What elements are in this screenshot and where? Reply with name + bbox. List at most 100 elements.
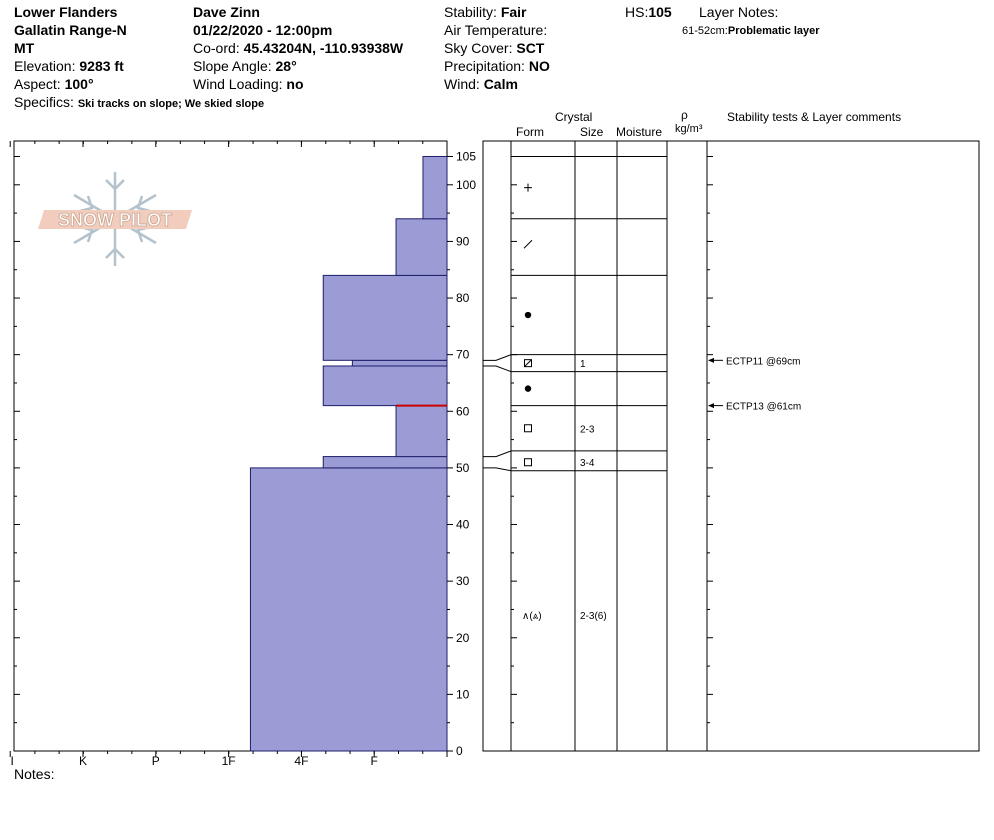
wind-label: Wind: bbox=[444, 76, 484, 92]
boundary-connector bbox=[483, 467, 512, 472]
boundary-connector bbox=[483, 354, 512, 361]
layer-bar bbox=[422, 155, 448, 220]
aspect-value: 100° bbox=[64, 76, 94, 92]
faceted-crystal-icon bbox=[524, 458, 532, 467]
precipitation: Precipitation: NO bbox=[444, 57, 550, 75]
slope-value: 28° bbox=[275, 58, 297, 74]
wind-loading: Wind Loading: no bbox=[193, 75, 304, 93]
range-name: Gallatin Range-N bbox=[14, 22, 127, 38]
layer-notes-label: Layer Notes: bbox=[699, 4, 779, 20]
specifics-value: Ski tracks on slope; We skied slope bbox=[77, 98, 265, 110]
hardness-tick-label: F bbox=[371, 754, 378, 768]
depth-hoar-icon: ∧(⩓) bbox=[522, 611, 542, 622]
height-tick-label: 60 bbox=[456, 404, 470, 418]
moisture-header: Moisture bbox=[616, 125, 663, 139]
layer-bar bbox=[395, 405, 448, 458]
density-unit: kg/m³ bbox=[675, 123, 703, 135]
crystal-table: 1 2-3 3-4 ∧(⩓) 2-3(6) ECTP11 @69cm ECTP13 @61c… bbox=[482, 140, 980, 752]
form-header: Form bbox=[516, 125, 544, 139]
crystal-header: Crystal bbox=[555, 110, 593, 124]
coord-label: Co-ord: bbox=[193, 40, 244, 56]
height-tick-label: 0 bbox=[456, 744, 463, 758]
height-tick-label: 10 bbox=[456, 687, 470, 701]
coordinates: Co-ord: 45.43204N, -110.93938W bbox=[193, 39, 403, 57]
height-tick-label: 50 bbox=[456, 461, 470, 475]
notes-label: Notes: bbox=[14, 766, 55, 782]
sky-label: Sky Cover: bbox=[444, 40, 517, 56]
layer-bar bbox=[322, 365, 448, 407]
aspect: Aspect: 100° bbox=[14, 75, 94, 93]
wind-loading-label: Wind Loading: bbox=[193, 76, 287, 92]
height-tick-label: 80 bbox=[456, 291, 470, 305]
logo-text: SNOW PILOT bbox=[58, 210, 172, 230]
air-temperature: Air Temperature: bbox=[444, 22, 548, 38]
elevation-value: 9283 ft bbox=[79, 58, 124, 74]
snowpilot-logo: SNOW PILOT bbox=[38, 172, 192, 266]
rounded-grain-icon bbox=[524, 311, 532, 319]
sky-value: SCT bbox=[516, 40, 545, 56]
crystal-size-label: 3-4 bbox=[580, 458, 595, 469]
layer-bar bbox=[395, 218, 448, 276]
boundary-connector bbox=[483, 450, 512, 458]
height-tick-label: 40 bbox=[456, 518, 470, 532]
hs-label: HS: bbox=[625, 4, 649, 20]
hardness-tick-label: 4F bbox=[294, 754, 308, 768]
layer-note: 61-52cm:Problematic layer bbox=[682, 22, 820, 40]
specifics: Specifics: Ski tracks on slope; We skied… bbox=[14, 93, 264, 113]
specifics-label: Specifics: bbox=[14, 94, 78, 110]
height-tick-label: 70 bbox=[456, 348, 470, 362]
snow-height: HS:105 bbox=[625, 3, 672, 21]
observation-datetime: 01/22/2020 - 12:00pm bbox=[193, 22, 333, 38]
height-tick-label: 20 bbox=[456, 631, 470, 645]
crystal-size-label: 1 bbox=[580, 359, 586, 370]
sky-cover: Sky Cover: SCT bbox=[444, 39, 544, 57]
faceted-crystal-icon bbox=[524, 424, 532, 433]
stability-label: Stability: bbox=[444, 4, 501, 20]
faceted-rounded-icon bbox=[524, 359, 532, 368]
height-axis: 0 10 20 30 40 50 60 70 80 90 100 105 bbox=[456, 149, 476, 758]
hardness-tick-label: I bbox=[11, 754, 14, 768]
precip-value: NO bbox=[528, 58, 550, 74]
height-tick-label: 90 bbox=[456, 234, 470, 248]
coord-value: 45.43204N, -110.93938W bbox=[243, 40, 404, 56]
density-symbol: ρ bbox=[681, 108, 688, 122]
layer-note-text: Problematic layer bbox=[727, 25, 820, 37]
layer-bar bbox=[322, 274, 448, 361]
hardness-tick-label: P bbox=[152, 754, 160, 768]
wind: Wind: Calm bbox=[444, 75, 518, 93]
stability: Stability: Fair bbox=[444, 3, 527, 21]
decomposing-particle-icon bbox=[523, 239, 533, 249]
slope-label: Slope Angle: bbox=[193, 58, 276, 74]
slope-angle: Slope Angle: 28° bbox=[193, 57, 297, 75]
arrow-head-icon bbox=[708, 357, 714, 363]
stability-value: Fair bbox=[500, 4, 527, 20]
size-header: Size bbox=[580, 125, 604, 139]
hs-value: 105 bbox=[648, 4, 672, 20]
layer-bar bbox=[351, 359, 448, 367]
rounded-grain-icon bbox=[524, 385, 532, 392]
elevation: Elevation: 9283 ft bbox=[14, 57, 124, 75]
layer-bar bbox=[322, 456, 448, 469]
boundary-connector bbox=[483, 365, 512, 373]
state-name: MT bbox=[14, 40, 35, 56]
layer-bar bbox=[249, 467, 448, 752]
wind-loading-value: no bbox=[286, 76, 304, 92]
faceted-rounded-icon bbox=[524, 359, 532, 368]
height-tick-label: 30 bbox=[456, 574, 470, 588]
observer-name: Dave Zinn bbox=[193, 4, 260, 20]
hardness-tick-label: 1F bbox=[222, 754, 236, 768]
layer-note-range: 61-52cm: bbox=[682, 25, 728, 37]
stability-test-label: ECTP11 @69cm bbox=[726, 356, 800, 367]
precip-label: Precipitation: bbox=[444, 58, 529, 74]
table-frame bbox=[482, 140, 980, 752]
wind-value: Calm bbox=[483, 76, 518, 92]
height-tick-label: 100 bbox=[456, 178, 476, 192]
stability-test-label: ECTP13 @61cm bbox=[726, 402, 801, 413]
aspect-label: Aspect: bbox=[14, 76, 65, 92]
crystal-size-label: 2-3 bbox=[580, 424, 595, 435]
location-name: Lower Flanders bbox=[14, 4, 118, 20]
height-tick-label: 105 bbox=[456, 149, 476, 163]
crystal-size-label: 2-3(6) bbox=[580, 611, 607, 622]
comments-header: Stability tests & Layer comments bbox=[727, 110, 902, 124]
